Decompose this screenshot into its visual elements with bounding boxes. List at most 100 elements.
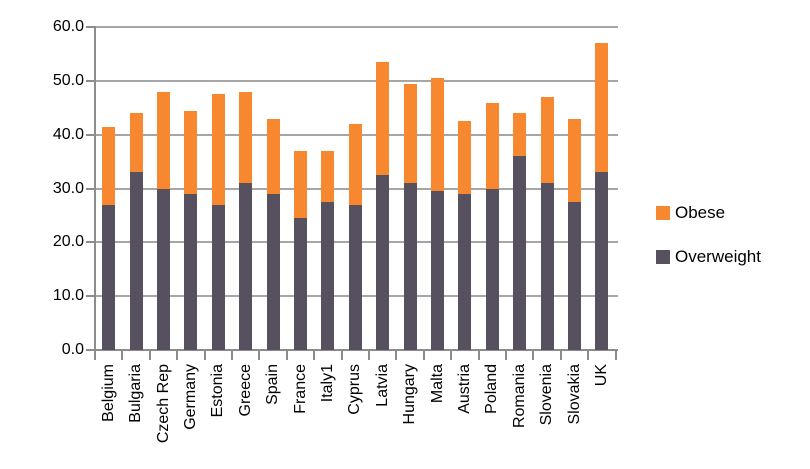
bar-segment-obese [376, 62, 390, 176]
x-axis-label: Cyprus [346, 364, 364, 415]
x-axis-label: Spain [264, 364, 282, 405]
x-axis-tick [203, 350, 206, 360]
bar-segment-obese [403, 83, 417, 184]
x-axis-tick [94, 350, 96, 360]
bar-segment-obese [595, 43, 609, 173]
bar-segment-overweight [211, 204, 225, 350]
y-axis-tick [86, 187, 96, 190]
legend-entry-obese: Obese [656, 203, 761, 222]
x-axis-label: UK [592, 364, 610, 387]
bar-segment-obese [129, 113, 143, 173]
x-axis-label: Hungary [401, 364, 419, 425]
y-axis-tick-label: 10.0 [52, 287, 84, 305]
x-axis-label: Slovenia [538, 364, 556, 426]
x-axis-tick [505, 350, 507, 360]
x-axis-label: France [291, 364, 309, 414]
bar-segment-obese [568, 118, 581, 203]
x-axis-tick [313, 350, 316, 360]
bar-segment-overweight [376, 175, 390, 350]
y-axis-tick-label: 0.0 [61, 341, 84, 358]
bar-segment-overweight [266, 193, 280, 350]
x-axis-tick [477, 350, 480, 360]
x-axis-tick [285, 350, 288, 360]
gridline [95, 80, 618, 82]
x-axis-label: Malta [428, 364, 446, 404]
y-axis-tick-label: 40.0 [52, 125, 84, 143]
y-axis-tick-label: 30.0 [52, 179, 84, 197]
bar-segment-obese [294, 150, 307, 219]
y-axis-tick-label: 20.0 [52, 233, 84, 251]
y-axis-tick-label: 60.0 [52, 18, 84, 36]
x-axis-tick [532, 350, 535, 360]
bar-segment-obese [184, 110, 198, 194]
y-axis-tick [86, 241, 96, 244]
y-axis-tick [86, 26, 96, 29]
bar-segment-obese [485, 102, 499, 189]
x-axis-tick [176, 350, 179, 360]
bar-segment-overweight [403, 183, 417, 350]
y-axis-tick [86, 295, 96, 298]
x-axis-tick [340, 350, 343, 360]
x-axis-tick [395, 350, 398, 360]
bar-segment-overweight [184, 193, 198, 350]
x-axis-label: Bulgaria [127, 364, 145, 423]
bar-segment-overweight [485, 188, 499, 350]
y-axis-tick [86, 349, 96, 351]
legend: Obese Overweight [656, 203, 761, 293]
bar-segment-overweight [239, 183, 253, 350]
bar-segment-obese [321, 150, 335, 203]
x-axis-label: Belgium [99, 364, 117, 422]
bar-segment-overweight [294, 218, 307, 350]
bar-segment-overweight [102, 204, 116, 350]
x-axis-tick [231, 350, 233, 360]
legend-label: Obese [675, 203, 726, 222]
x-axis-label: Romania [510, 364, 528, 429]
x-axis-tick [559, 350, 562, 360]
x-axis-tick [587, 350, 590, 360]
x-axis-label: Austria [455, 364, 473, 414]
x-axis-tick [258, 350, 261, 360]
bar-segment-overweight [540, 183, 554, 350]
legend-entry-overweight: Overweight [656, 247, 761, 266]
bar-segment-overweight [458, 193, 472, 350]
x-axis-tick [121, 350, 124, 360]
bar-segment-overweight [513, 156, 527, 350]
x-axis-label: Latvia [373, 364, 391, 407]
x-axis-label: Greece [236, 364, 254, 417]
bar-segment-obese [157, 91, 170, 189]
gridline [95, 26, 618, 29]
bar-segment-overweight [568, 202, 581, 350]
x-axis-label: Poland [483, 364, 501, 414]
bar-segment-obese [513, 113, 527, 157]
legend-swatch-obese-icon [656, 206, 670, 220]
x-axis-tick [368, 350, 370, 360]
y-axis-tick-label: 50.0 [52, 72, 84, 89]
bar-segment-obese [431, 78, 444, 192]
x-axis-label: Germany [181, 364, 199, 430]
legend-swatch-overweight-icon [656, 250, 670, 264]
x-axis-line [94, 349, 618, 351]
bar-segment-obese [211, 94, 225, 205]
y-axis-tick [86, 133, 96, 136]
bar-segment-overweight [348, 204, 362, 350]
bar-segment-obese [540, 97, 554, 184]
legend-label: Overweight [675, 247, 761, 266]
bar-segment-obese [458, 121, 472, 194]
bar-segment-obese [266, 118, 280, 194]
bar-segment-overweight [157, 188, 170, 350]
bar-segment-obese [239, 91, 253, 184]
bar-segment-overweight [431, 191, 444, 350]
x-axis-tick [450, 350, 453, 360]
x-axis-label: Slovakia [565, 364, 583, 425]
x-axis-tick [148, 350, 151, 360]
y-axis-tick [86, 80, 96, 82]
x-axis-tick [422, 350, 425, 360]
y-axis-line [94, 26, 96, 360]
bar-segment-overweight [129, 172, 143, 350]
x-axis-label: Estonia [209, 364, 227, 418]
x-axis-tick [614, 350, 617, 360]
x-axis-label: Czech Rep [154, 364, 172, 444]
bar-segment-obese [348, 124, 362, 205]
bar-segment-overweight [321, 202, 335, 350]
